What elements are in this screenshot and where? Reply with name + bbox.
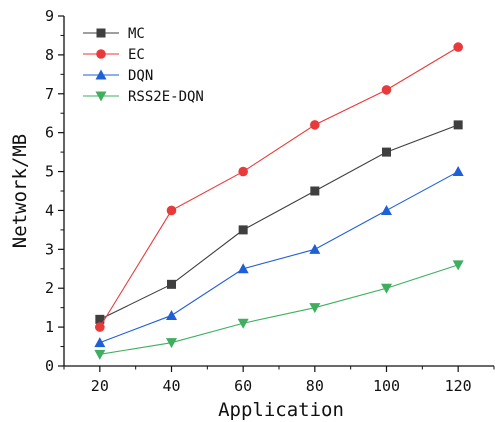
y-tick-label: 9: [45, 7, 54, 25]
x-tick-label: 80: [306, 377, 324, 395]
legend-marker: [96, 28, 106, 38]
x-tick-label: 120: [445, 377, 472, 395]
legend-label: MC: [128, 26, 145, 42]
legend: MC EC DQN RSS2E-DQN: [83, 26, 204, 105]
y-tick-label: 7: [45, 85, 54, 103]
data-point: [94, 337, 106, 348]
data-point: [453, 120, 463, 130]
x-tick-label: 20: [91, 377, 109, 395]
data-point: [166, 309, 177, 320]
series-line: [99, 46, 459, 328]
data-point: [382, 147, 391, 157]
data-point: [95, 314, 105, 324]
data-point: [237, 263, 249, 274]
data-point: [95, 322, 105, 332]
data-point: [166, 205, 177, 216]
series-mc: [95, 120, 463, 324]
y-tick-label: 0: [45, 357, 54, 375]
legend-item: DQN: [83, 68, 153, 84]
series-ec: [95, 42, 463, 332]
x-axis-title: Application: [218, 399, 344, 421]
legend-item: RSS2E-DQN: [83, 89, 204, 105]
data-point: [452, 166, 464, 177]
data-point: [238, 166, 248, 177]
series-line: [99, 124, 459, 320]
legend-marker: [96, 49, 106, 59]
y-tick-label: 4: [45, 201, 54, 219]
data-point: [452, 260, 464, 271]
y-axis-title: Network/MB: [9, 134, 31, 248]
legend-marker: [95, 91, 107, 102]
legend-label: EC: [128, 47, 145, 63]
legend-item: MC: [83, 26, 145, 42]
data-point: [167, 279, 176, 289]
data-point: [381, 204, 392, 215]
x-tick-label: 60: [234, 377, 252, 395]
data-point: [238, 225, 248, 235]
series-line: [99, 171, 459, 344]
y-tick-label: 6: [45, 124, 54, 142]
series-dqn: [94, 166, 464, 348]
data-point: [94, 349, 106, 360]
data-point: [381, 283, 392, 294]
data-point: [453, 42, 463, 52]
legend-label: RSS2E-DQN: [128, 89, 204, 105]
series-layer: [94, 42, 464, 360]
y-axis-ticks: 0 1 2 3 4 5 6 7 8 9: [45, 7, 64, 375]
data-point: [381, 85, 392, 95]
legend-label: DQN: [128, 68, 153, 84]
data-point: [310, 186, 320, 196]
data-point: [309, 303, 321, 314]
y-tick-label: 3: [45, 240, 54, 258]
legend-marker: [95, 69, 107, 80]
y-tick-label: 5: [45, 163, 54, 181]
data-point: [166, 338, 177, 349]
series-rss2e-dqn: [94, 260, 464, 360]
y-tick-label: 1: [45, 318, 54, 336]
y-tick-label: 2: [45, 279, 54, 297]
data-point: [309, 243, 321, 254]
x-tick-label: 40: [162, 377, 180, 395]
data-point: [237, 318, 249, 329]
series-line: [99, 264, 459, 355]
x-axis-ticks: 20 40 60 80 100 120: [63, 366, 495, 395]
y-tick-label: 8: [45, 46, 54, 64]
x-tick-label: 100: [373, 377, 400, 395]
data-point: [310, 120, 320, 130]
legend-item: EC: [83, 47, 145, 63]
